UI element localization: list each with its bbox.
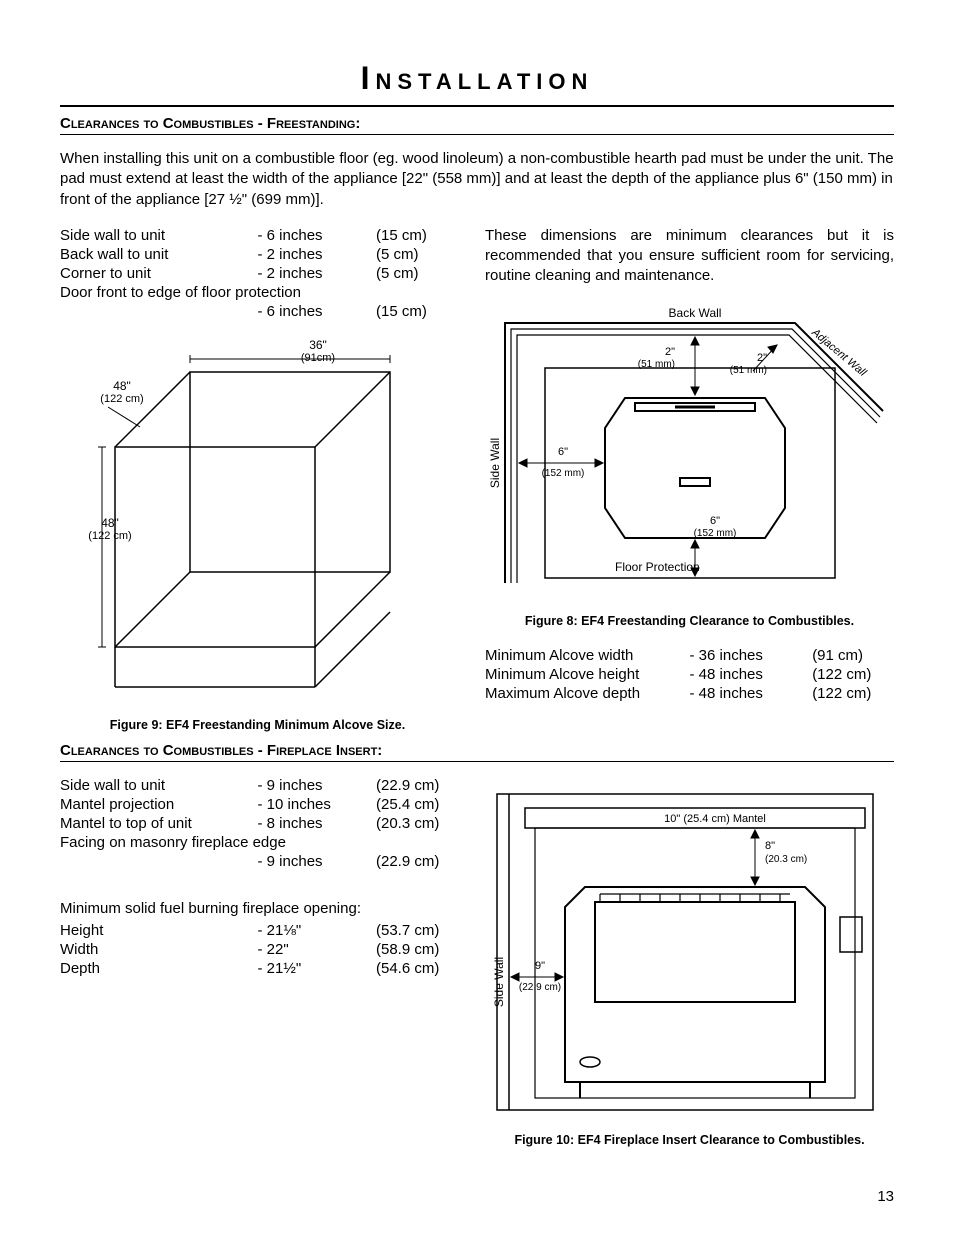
svg-text:Floor Protection: Floor Protection (615, 560, 700, 574)
figure-8: Back Wall Side Wall Adjacent Wall Floor … (485, 303, 894, 628)
svg-text:(122 cm): (122 cm) (100, 393, 143, 405)
svg-text:(91cm): (91cm) (301, 352, 335, 364)
svg-text:6": 6" (558, 446, 568, 458)
alcove-table: Minimum Alcove width- 36 inches(91 cm) M… (485, 646, 894, 703)
svg-text:(152 mm): (152 mm) (694, 528, 737, 539)
svg-text:Back Wall: Back Wall (669, 306, 722, 320)
section-heading-insert: Clearances to Combustibles - Fireplace I… (60, 742, 894, 759)
page-number: 13 (877, 1188, 894, 1205)
svg-text:10" (25.4 cm) Mantel: 10" (25.4 cm) Mantel (664, 813, 766, 825)
table-row: Side wall to unit- 9 inches(22.9 cm) (60, 776, 455, 795)
opening-title: Minimum solid fuel burning fireplace ope… (60, 899, 455, 919)
table-row: Width- 22"(58.9 cm) (60, 940, 455, 959)
intro-paragraph: When installing this unit on a combustib… (60, 149, 894, 210)
table-row: Facing on masonry fireplace edge (60, 833, 455, 852)
table-row: Corner to unit- 2 inches(5 cm) (60, 264, 455, 283)
svg-text:6": 6" (710, 515, 720, 527)
table-row: Maximum Alcove depth- 48 inches(122 cm) (485, 684, 894, 703)
table-row: Mantel to top of unit- 8 inches(20.3 cm) (60, 814, 455, 833)
figure-8-caption: Figure 8: EF4 Freestanding Clearance to … (485, 614, 894, 628)
svg-text:Side Wall: Side Wall (492, 957, 506, 1007)
svg-text:(22.9 cm): (22.9 cm) (519, 982, 561, 993)
svg-text:(51 mm): (51 mm) (638, 359, 675, 370)
figure-9: 36" (91cm) 48" (122 cm) 48" (122 cm) Fig… (60, 327, 455, 732)
section-rule (60, 134, 894, 135)
svg-text:(122 cm): (122 cm) (88, 530, 131, 542)
svg-text:2": 2" (757, 352, 767, 364)
opening-table: Height- 21⅛"(53.7 cm) Width- 22"(58.9 cm… (60, 921, 455, 978)
table-row: - 9 inches(22.9 cm) (60, 852, 455, 871)
title-rule (60, 105, 894, 107)
svg-text:(20.3 cm): (20.3 cm) (765, 854, 807, 865)
table-row: Depth- 21½"(54.6 cm) (60, 959, 455, 978)
clearance-note: These dimensions are minimum clearances … (485, 226, 894, 287)
svg-text:Adjacent Wall: Adjacent Wall (809, 325, 869, 378)
figure-10: Side Wall 10" (25.4 cm) Mantel (485, 782, 894, 1147)
svg-text:8": 8" (765, 840, 775, 852)
svg-text:48": 48" (101, 516, 119, 530)
table-row: - 6 inches(15 cm) (60, 302, 455, 321)
svg-text:(152 mm): (152 mm) (542, 468, 585, 479)
table-row: Mantel projection- 10 inches(25.4 cm) (60, 795, 455, 814)
svg-text:36": 36" (309, 338, 327, 352)
figure-9-caption: Figure 9: EF4 Freestanding Minimum Alcov… (60, 718, 455, 732)
page-title: Installation (60, 60, 894, 97)
svg-text:48": 48" (113, 379, 131, 393)
section-heading-freestanding: Clearances to Combustibles - Freestandin… (60, 115, 894, 132)
freestanding-clearance-table: Side wall to unit- 6 inches(15 cm) Back … (60, 226, 455, 321)
svg-text:(51 mm): (51 mm) (730, 365, 767, 376)
table-row: Minimum Alcove width- 36 inches(91 cm) (485, 646, 894, 665)
table-row: Height- 21⅛"(53.7 cm) (60, 921, 455, 940)
svg-text:9": 9" (535, 960, 545, 972)
insert-clearance-table: Side wall to unit- 9 inches(22.9 cm) Man… (60, 776, 455, 871)
figure-10-caption: Figure 10: EF4 Fireplace Insert Clearanc… (485, 1133, 894, 1147)
table-row: Minimum Alcove height- 48 inches(122 cm) (485, 665, 894, 684)
section-rule-2 (60, 761, 894, 762)
table-row: Side wall to unit- 6 inches(15 cm) (60, 226, 455, 245)
svg-text:Side Wall: Side Wall (488, 437, 502, 487)
svg-text:2": 2" (665, 346, 675, 358)
table-row: Door front to edge of floor protection (60, 283, 455, 302)
table-row: Back wall to unit- 2 inches(5 cm) (60, 245, 455, 264)
